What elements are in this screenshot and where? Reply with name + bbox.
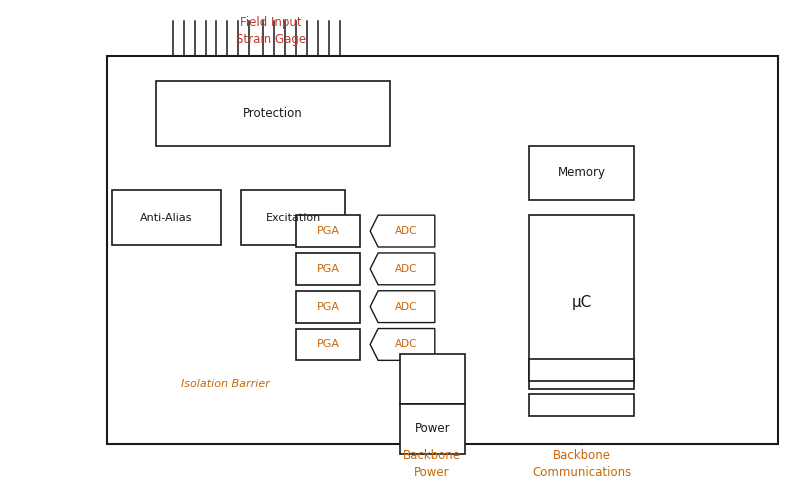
- Bar: [241, 190, 346, 245]
- Text: PGA: PGA: [317, 340, 339, 350]
- Text: ADC: ADC: [395, 226, 418, 236]
- Text: Power: Power: [414, 423, 450, 435]
- Bar: [400, 354, 465, 404]
- Text: PGA: PGA: [317, 302, 339, 312]
- Text: ADC: ADC: [395, 340, 418, 350]
- Text: Backbone
Communications: Backbone Communications: [532, 449, 631, 479]
- Polygon shape: [370, 328, 435, 360]
- Bar: [112, 190, 221, 245]
- Polygon shape: [370, 215, 435, 247]
- Bar: [295, 328, 360, 360]
- Text: ADC: ADC: [395, 302, 418, 312]
- Text: PGA: PGA: [317, 226, 339, 236]
- Bar: [400, 404, 465, 454]
- Bar: [295, 215, 360, 247]
- Bar: [530, 394, 634, 416]
- Polygon shape: [370, 291, 435, 322]
- Text: Field Input
Strain Gage: Field Input Strain Gage: [236, 16, 306, 46]
- Text: Anti-Alias: Anti-Alias: [140, 212, 193, 223]
- Text: ADC: ADC: [395, 264, 418, 274]
- Polygon shape: [370, 253, 435, 285]
- Text: μC: μC: [571, 295, 591, 310]
- Bar: [156, 81, 390, 145]
- Bar: [530, 359, 634, 381]
- Bar: [295, 253, 360, 285]
- Bar: [530, 215, 634, 389]
- Bar: [530, 145, 634, 200]
- Text: Backbone
Power: Backbone Power: [403, 449, 461, 479]
- Text: Memory: Memory: [558, 167, 606, 179]
- Bar: [295, 291, 360, 322]
- Text: Isolation Barrier: Isolation Barrier: [182, 379, 270, 389]
- Text: Excitation: Excitation: [266, 212, 321, 223]
- Bar: [106, 56, 778, 444]
- Text: PGA: PGA: [317, 264, 339, 274]
- Text: Protection: Protection: [243, 107, 303, 120]
